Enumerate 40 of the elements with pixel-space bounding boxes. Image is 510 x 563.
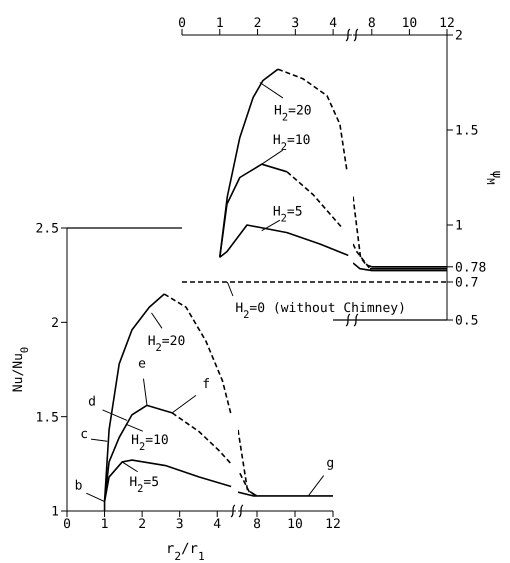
x-tick-label: 1 bbox=[100, 517, 108, 532]
x-tick-label: 12 bbox=[325, 517, 341, 532]
y-tick-label: 2 bbox=[455, 28, 463, 44]
y-tick-label: 0.78 bbox=[455, 260, 486, 276]
annotation: H$_{2}$=10 bbox=[131, 433, 169, 454]
annotation: H$_{2}$=5 bbox=[129, 474, 160, 495]
annotation: g bbox=[326, 456, 334, 471]
x-tick-label: 10 bbox=[287, 517, 303, 532]
y-tick-label: 1 bbox=[51, 504, 59, 520]
annotation: e bbox=[138, 356, 146, 372]
y-tick-label: 1 bbox=[455, 218, 463, 234]
annotation: H$_{2}$=10 bbox=[272, 133, 310, 154]
annotation: H$_{2}$=20 bbox=[148, 334, 186, 354]
y-tick-label: 0.7 bbox=[455, 276, 478, 291]
x-tick-label: 8 bbox=[368, 16, 376, 31]
x-tick-label: 4 bbox=[213, 517, 222, 532]
x-tick-label: 2 bbox=[254, 16, 262, 31]
y-tick-label: 2 bbox=[51, 316, 59, 331]
annotation: d bbox=[88, 394, 96, 410]
annotation: c bbox=[80, 427, 88, 442]
x-axis-title: r$_{2}$/r$_{1}$ bbox=[166, 541, 205, 562]
y-tick-label: 0.5 bbox=[455, 314, 478, 329]
y-tick-label: 1.5 bbox=[36, 410, 59, 426]
y-tick-label: 2.5 bbox=[36, 222, 59, 237]
y-tick-label: 1.5 bbox=[455, 124, 478, 139]
x-tick-label: 4 bbox=[329, 16, 338, 31]
annotation: H$_{2}$=5 bbox=[272, 204, 303, 225]
annotation: b bbox=[74, 478, 83, 494]
x-tick-label: 0 bbox=[178, 16, 186, 31]
annotation: H$_{2}$=20 bbox=[274, 104, 312, 124]
x-tick-label: 3 bbox=[176, 517, 184, 532]
x-tick-label: 10 bbox=[402, 16, 418, 31]
x-tick-label: 1 bbox=[216, 16, 224, 31]
x-tick-label: 12 bbox=[439, 16, 455, 31]
x-tick-label: 3 bbox=[291, 16, 300, 31]
annotation: H$_{2}$=0 (without Chimney) bbox=[235, 301, 406, 321]
x-tick-label: 2 bbox=[138, 517, 146, 532]
x-tick-label: 8 bbox=[253, 517, 261, 532]
annotation: f bbox=[202, 376, 210, 392]
x-tick-label: 0 bbox=[63, 517, 71, 532]
